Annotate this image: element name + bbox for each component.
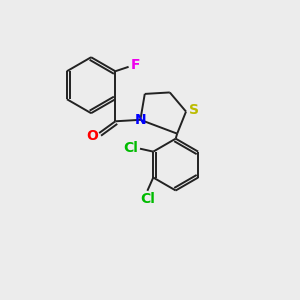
Text: O: O <box>86 129 98 143</box>
Text: F: F <box>131 58 141 72</box>
Text: Cl: Cl <box>140 192 155 206</box>
Text: N: N <box>135 113 146 127</box>
Text: S: S <box>189 103 199 117</box>
Text: Cl: Cl <box>123 141 138 155</box>
